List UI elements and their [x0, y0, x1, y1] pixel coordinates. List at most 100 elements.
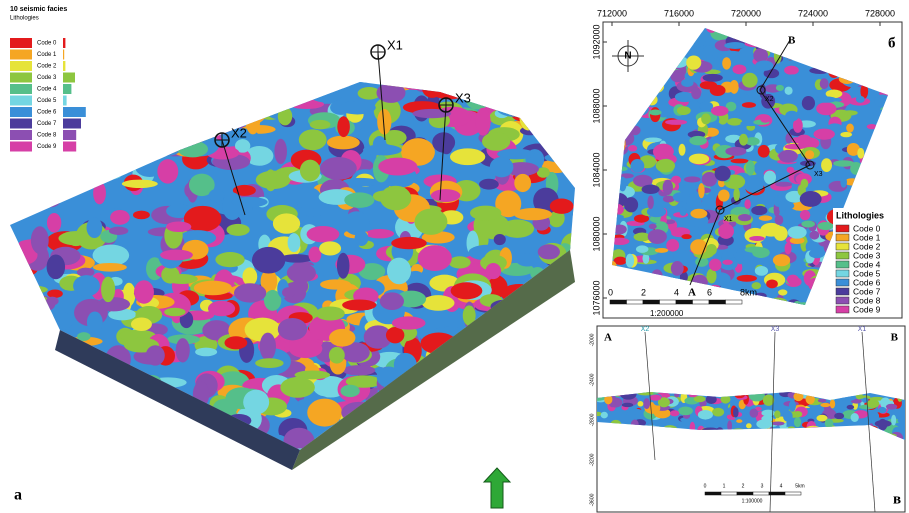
facies-patch	[411, 397, 448, 417]
legend-swatch	[10, 50, 32, 60]
facies-patch	[644, 40, 654, 49]
facies-patch	[134, 447, 171, 465]
facies-patch	[557, 106, 569, 123]
facies-patch	[51, 162, 80, 176]
facies-patch	[870, 40, 890, 50]
facies-patch	[387, 258, 411, 285]
facies-patch	[260, 333, 276, 361]
legend-label: Code 1	[37, 52, 57, 58]
facies-patch	[159, 72, 186, 95]
facies-patch	[651, 269, 662, 283]
facies-patch	[649, 224, 657, 230]
facies-patch	[877, 178, 890, 186]
scale-label: 2	[742, 483, 745, 489]
facies-patch	[95, 152, 110, 167]
facies-patch	[655, 248, 668, 253]
legend-swatch	[836, 306, 849, 313]
facies-patch	[414, 416, 432, 432]
facies-patch	[634, 42, 655, 56]
legend-swatch	[836, 234, 849, 241]
facies-patch	[544, 375, 574, 395]
facies-patch	[31, 226, 49, 254]
facies-patch	[142, 447, 180, 473]
facies-patch	[68, 399, 102, 423]
facies-patch	[678, 406, 693, 415]
facies-patch	[171, 103, 185, 124]
facies-patch	[850, 45, 864, 55]
facies-patch	[442, 429, 465, 444]
facies-patch	[733, 188, 739, 202]
facies-patch	[775, 215, 784, 225]
facies-patch	[634, 76, 645, 84]
facies-patch	[10, 412, 39, 421]
facies-patch	[264, 169, 276, 191]
facies-patch	[492, 367, 526, 386]
facies-patch	[802, 96, 815, 110]
legend-bar	[63, 38, 65, 48]
facies-patch	[129, 138, 142, 157]
facies-patch	[783, 20, 805, 35]
facies-patch	[884, 121, 899, 126]
facies-patch	[344, 192, 374, 208]
facies-patch	[528, 421, 545, 437]
facies-patch	[800, 191, 822, 207]
facies-patch	[465, 379, 499, 395]
facies-patch	[274, 139, 287, 164]
scale-segment	[693, 300, 710, 304]
facies-patch	[777, 41, 785, 47]
facies-patch	[822, 65, 841, 71]
facies-patch	[624, 197, 638, 212]
facies-patch	[681, 79, 693, 87]
facies-patch	[451, 282, 483, 299]
facies-patch	[124, 417, 142, 431]
legend-swatch	[836, 270, 849, 277]
legend-bar	[63, 96, 67, 106]
facies-patch	[378, 158, 417, 176]
facies-patch	[883, 200, 890, 208]
facies-patch	[231, 101, 256, 117]
facies-patch	[450, 148, 485, 165]
well-label: X3	[814, 171, 823, 178]
facies-patch	[110, 210, 130, 225]
facies-patch	[765, 299, 774, 311]
facies-patch	[636, 281, 658, 292]
facies-patch	[482, 132, 510, 151]
scale-label: 8km	[740, 287, 757, 297]
facies-patch	[528, 378, 543, 396]
facies-patch	[5, 447, 44, 467]
facies-patch	[545, 403, 579, 430]
legend-swatch	[10, 119, 32, 129]
facies-patch	[131, 317, 152, 331]
facies-patch	[820, 403, 830, 407]
facies-patch	[867, 124, 877, 129]
y-tick-label: 1088000	[591, 88, 601, 123]
facies-patch	[544, 154, 571, 163]
facies-patch	[681, 234, 691, 239]
legend-label: Code 0	[37, 41, 57, 47]
facies-patch	[689, 136, 707, 145]
facies-patch	[535, 430, 564, 457]
facies-patch	[630, 159, 644, 173]
facies-patch	[608, 203, 623, 215]
facies-patch	[749, 236, 765, 241]
facies-patch	[679, 206, 686, 216]
facies-patch	[434, 76, 472, 85]
facies-patch	[617, 87, 628, 98]
facies-patch	[868, 53, 886, 62]
facies-patch	[564, 154, 592, 175]
facies-patch	[810, 52, 827, 57]
facies-patch	[300, 160, 320, 182]
scale-segment	[726, 300, 743, 304]
facies-patch	[235, 102, 255, 118]
facies-patch	[170, 453, 182, 463]
facies-patch	[209, 189, 225, 202]
legend-label: Code 4	[37, 87, 57, 93]
facies-patch	[405, 407, 435, 429]
depth-label: -2000	[589, 333, 595, 346]
facies-patch	[414, 209, 447, 235]
facies-patch	[891, 415, 896, 426]
facies-patch	[46, 297, 59, 306]
facies-patch	[10, 358, 38, 381]
facies-patch	[500, 396, 523, 411]
well-label: X1	[387, 37, 403, 52]
